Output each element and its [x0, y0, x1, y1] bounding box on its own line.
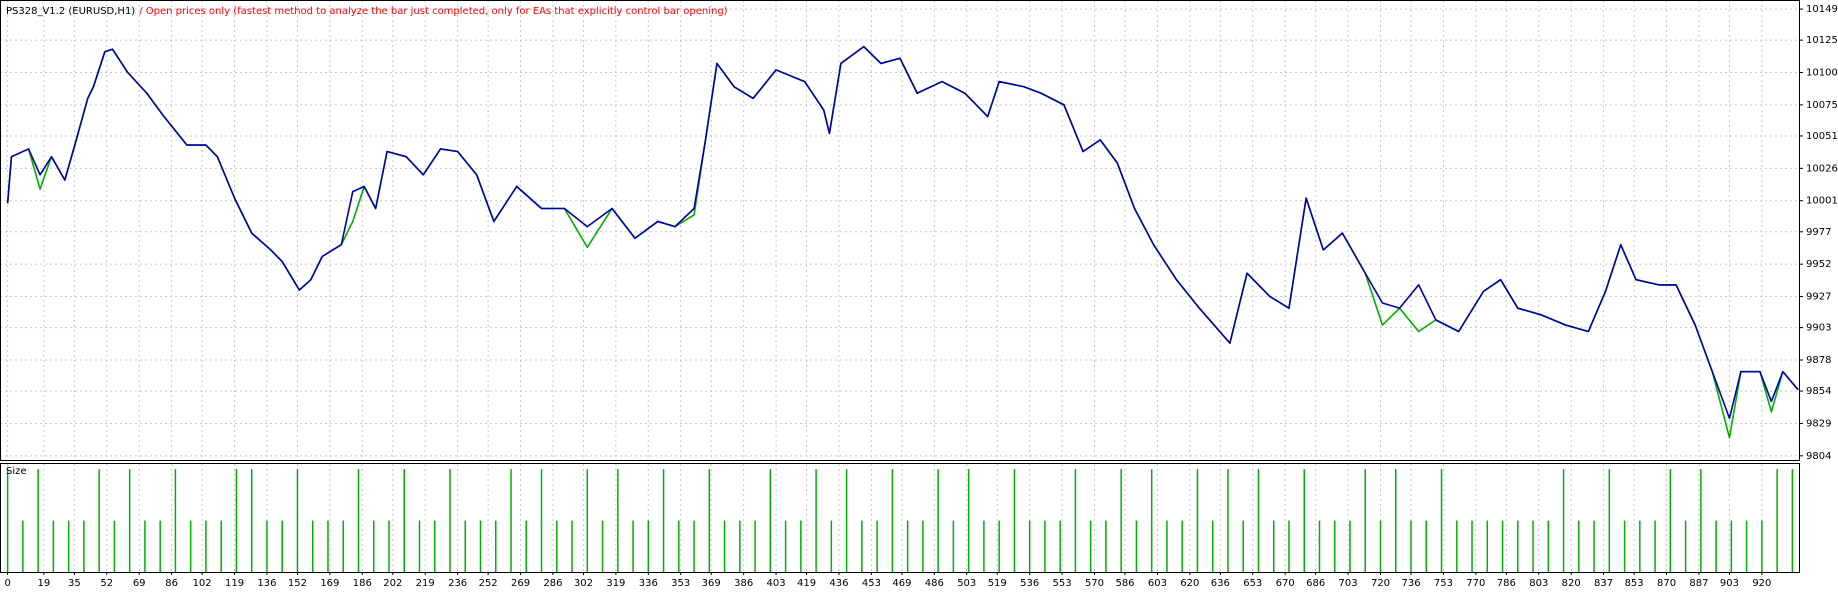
x-tick-label: 403 [767, 578, 786, 589]
x-tick-label: 519 [988, 578, 1007, 589]
x-tick-label: 169 [320, 578, 339, 589]
x-tick-label: 486 [925, 578, 944, 589]
chart-subtitle: / Open prices only (fastest method to an… [139, 6, 727, 17]
x-tick-label: 152 [288, 578, 307, 589]
grid [0, 0, 1803, 575]
x-tick-label: 419 [797, 578, 816, 589]
x-tick-label: 186 [353, 578, 372, 589]
x-tick-label: 620 [1180, 578, 1199, 589]
y-tick-label: 10001 [1806, 196, 1838, 207]
x-tick-label: 770 [1466, 578, 1485, 589]
x-tick-label: 753 [1434, 578, 1453, 589]
x-tick-label: 870 [1657, 578, 1676, 589]
x-tick-label: 887 [1689, 578, 1708, 589]
main-panel-frame [0, 0, 1800, 461]
x-tick-label: 636 [1211, 578, 1230, 589]
x-tick-label: 469 [892, 578, 911, 589]
chart-title: PS328_V1.2 (EURUSD,H1) [6, 6, 135, 17]
x-tick-label: 603 [1148, 578, 1167, 589]
x-tick-label: 86 [165, 578, 178, 589]
x-tick-label: 536 [1020, 578, 1039, 589]
y-tick-label: 9952 [1806, 259, 1831, 270]
x-tick-label: 0 [4, 578, 10, 589]
y-tick-label: 10075 [1806, 100, 1838, 111]
x-tick-label: 302 [574, 578, 593, 589]
x-tick-label: 786 [1497, 578, 1516, 589]
x-tick-label: 503 [957, 578, 976, 589]
x-tick-label: 570 [1085, 578, 1104, 589]
x-tick-label: 286 [543, 578, 562, 589]
x-tick-label: 803 [1529, 578, 1548, 589]
x-tick-label: 353 [671, 578, 690, 589]
x-tick-label: 19 [37, 578, 50, 589]
x-tick-label: 102 [193, 578, 212, 589]
marks [6, 45, 1799, 572]
y-tick-label: 9804 [1806, 451, 1831, 462]
x-tick-label: 686 [1306, 578, 1325, 589]
x-tick-label: 119 [225, 578, 244, 589]
x-tick-label: 369 [702, 578, 721, 589]
x-tick-label: 820 [1562, 578, 1581, 589]
x-tick-label: 720 [1371, 578, 1390, 589]
series-line [6, 45, 1799, 420]
x-tick-label: 202 [383, 578, 402, 589]
x-tick-label: 670 [1276, 578, 1295, 589]
y-tick-label: 9878 [1806, 355, 1831, 366]
y-tick-label: 10100 [1806, 68, 1838, 79]
y-tick-label: 9854 [1806, 386, 1831, 397]
x-tick-label: 219 [416, 578, 435, 589]
x-tick-label: 136 [257, 578, 276, 589]
x-tick-label: 736 [1401, 578, 1420, 589]
x-tick-label: 269 [511, 578, 530, 589]
y-tick-label: 9977 [1806, 227, 1831, 238]
x-tick-label: 336 [639, 578, 658, 589]
size-panel-frame [0, 463, 1800, 573]
x-tick-label: 553 [1053, 578, 1072, 589]
x-tick-label: 52 [100, 578, 113, 589]
x-tick-label: 653 [1243, 578, 1262, 589]
x-tick-label: 252 [479, 578, 498, 589]
x-tick-label: 853 [1625, 578, 1644, 589]
y-tick-label: 10125 [1806, 35, 1838, 46]
y-tick-label: 9829 [1806, 418, 1831, 429]
x-tick-label: 453 [862, 578, 881, 589]
x-tick-label: 436 [829, 578, 848, 589]
y-tick-label: 9927 [1806, 292, 1831, 303]
x-tick-label: 386 [734, 578, 753, 589]
y-tick-label: 9903 [1806, 323, 1831, 334]
y-tick-label: 10149 [1806, 4, 1838, 15]
x-tick-label: 586 [1115, 578, 1134, 589]
x-tick-label: 903 [1720, 578, 1739, 589]
y-tick-label: 10051 [1806, 131, 1838, 142]
x-tick-label: 319 [606, 578, 625, 589]
x-tick-label: 236 [448, 578, 467, 589]
x-tick-label: 920 [1752, 578, 1771, 589]
x-tick-label: 703 [1339, 578, 1358, 589]
x-tick-label: 837 [1594, 578, 1613, 589]
size-panel-title: Size [6, 466, 27, 477]
x-tick-label: 69 [133, 578, 146, 589]
x-tick-label: 35 [68, 578, 81, 589]
y-tick-label: 10026 [1806, 163, 1838, 174]
